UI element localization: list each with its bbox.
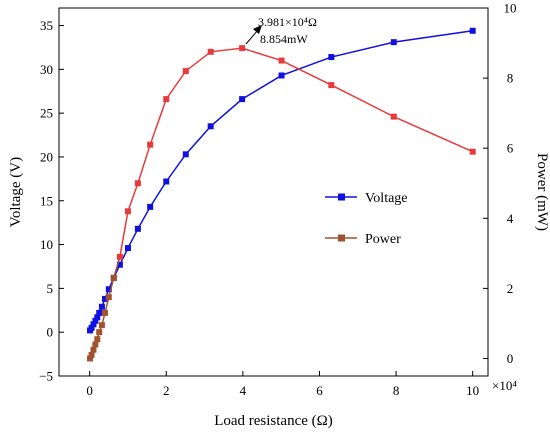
series-group: [87, 27, 476, 362]
x-axis-label: Load resistance (Ω): [214, 413, 333, 429]
power-point: [94, 336, 101, 343]
y-right-tick-label: 4: [507, 211, 514, 226]
y-left-tick-label: 25: [40, 106, 53, 121]
y-right-axis-label: Power (mW): [534, 153, 550, 231]
y-right-tick-label: 2: [507, 281, 514, 296]
legend-power-label: Power: [365, 232, 401, 247]
y-left-tick-label: 20: [40, 149, 53, 164]
x-tick-label: 6: [316, 383, 323, 398]
voltage-point: [88, 324, 95, 331]
y-right-tick-label: 6: [507, 141, 514, 156]
voltage-point: [134, 225, 141, 232]
voltage-point: [328, 54, 335, 61]
power-point: [390, 113, 397, 120]
power-point: [92, 341, 99, 348]
voltage-point: [278, 72, 285, 79]
power-point: [88, 351, 95, 358]
power-point: [105, 294, 112, 301]
voltage-point: [92, 317, 99, 324]
y-left-tick-label: 35: [40, 18, 53, 33]
power-point: [239, 45, 246, 52]
voltage-point: [390, 39, 397, 46]
x-axis-multiplier: ×10⁴: [492, 378, 517, 393]
annotation-resistance: 3.981×10⁴Ω: [258, 15, 317, 29]
power-point: [96, 329, 103, 336]
annotation-arrow: [245, 29, 259, 45]
power-point: [147, 141, 154, 148]
x-tick-label: 0: [86, 383, 93, 398]
legend-voltage-marker: [338, 193, 345, 201]
voltage-point: [469, 27, 476, 34]
y-left-axis-label: Voltage (V): [8, 157, 24, 227]
power-point: [328, 82, 335, 89]
voltage-point: [182, 151, 189, 158]
power-point: [87, 355, 94, 362]
x-tick-label: 8: [393, 383, 400, 398]
x-axis-ticks: 0 2 4 6 8 10: [86, 371, 479, 398]
power-point: [134, 180, 141, 187]
y-left-tick-label: 30: [40, 62, 53, 77]
power-point: [163, 96, 170, 103]
x-tick-label: 4: [240, 383, 247, 398]
legend: Voltage Power: [325, 191, 408, 247]
power-point: [101, 309, 108, 316]
y-right-tick-label: 0: [507, 351, 514, 366]
voltage-point: [207, 123, 214, 130]
y-left-tick-label: 0: [47, 325, 54, 340]
power-point: [278, 57, 285, 64]
x-tick-label: 10: [466, 383, 479, 398]
voltage-point: [90, 321, 97, 328]
legend-voltage-label: Voltage: [365, 191, 408, 206]
voltage-point: [94, 314, 101, 321]
annotation-arrowhead: [253, 25, 262, 34]
y-right-tick-label: 10: [504, 1, 517, 16]
voltage-point: [147, 203, 154, 210]
power-point: [207, 48, 214, 55]
voltage-point: [101, 295, 108, 302]
power-point: [98, 322, 105, 329]
voltage-point: [163, 178, 170, 185]
voltage-point: [116, 261, 123, 268]
voltage-point: [98, 303, 105, 310]
legend-power-marker: [338, 234, 345, 242]
power-point: [469, 148, 476, 155]
power-point: [182, 68, 189, 75]
power-point: [124, 208, 131, 215]
power-point: [90, 346, 97, 353]
plot-frame: [58, 7, 489, 377]
power-point: [110, 274, 117, 281]
y-left-tick-label: 5: [47, 281, 54, 296]
annotation-power: 8.854mW: [260, 32, 308, 46]
voltage-point: [96, 309, 103, 316]
y-left-tick-label: 10: [40, 237, 53, 252]
peak-annotation: 3.981×10⁴Ω 8.854mW: [245, 15, 317, 46]
y-left-axis-ticks: −5 0 5 10 15 20 25 30 35: [39, 18, 64, 384]
voltage-point: [124, 245, 131, 252]
x-tick-label: 2: [163, 383, 170, 398]
voltage-point: [239, 96, 246, 103]
y-left-tick-label: −5: [39, 369, 53, 384]
power-point: [116, 253, 123, 260]
y-right-axis-ticks: 0 2 4 6 8 10: [483, 1, 517, 366]
y-right-tick-label: 8: [507, 71, 514, 86]
voltage-point: [105, 286, 112, 293]
y-left-tick-label: 15: [40, 193, 53, 208]
power-line: [119, 47, 473, 257]
